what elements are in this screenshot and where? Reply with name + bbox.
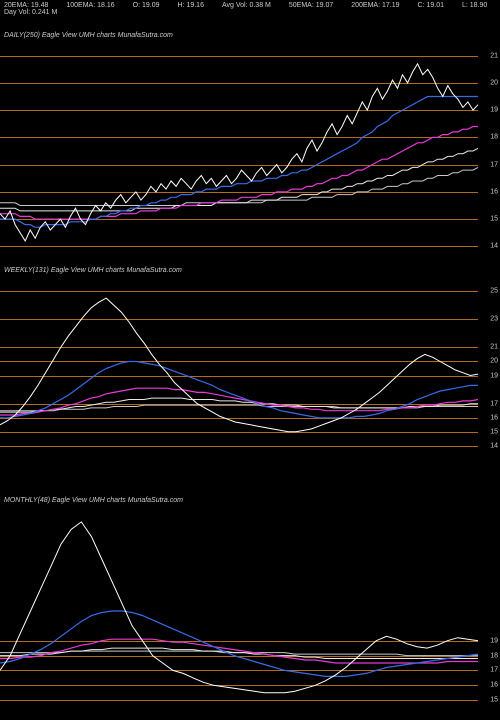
y-axis-label: 21 (490, 52, 498, 59)
series-ema200 (0, 167, 478, 205)
ema50-stat: 50EMA: 19.07 (289, 2, 333, 9)
series-ema200 (0, 651, 478, 656)
y-axis-label: 21 (490, 344, 498, 351)
stats-header: 20EMA: 19.48 100EMA: 18.16 O: 19.09 H: 1… (4, 2, 496, 16)
y-axis-label: 14 (490, 243, 498, 250)
series-price (0, 298, 478, 432)
y-axis-label: 15 (490, 216, 498, 223)
y-axis-label: 20 (490, 358, 498, 365)
panel-weekly: WEEKLY(131) Eagle View UMH charts Munafa… (0, 265, 500, 460)
y-axis-label: 25 (490, 288, 498, 295)
chart-area-monthly (0, 507, 478, 715)
y-axis-label: 19 (490, 372, 498, 379)
dayvol-stat: Day Vol: 0.241 M (4, 9, 57, 16)
series-ema100 (0, 148, 478, 211)
close-stat: C: 19.01 (418, 2, 444, 9)
series-svg-daily (0, 42, 478, 260)
y-axis-label: 14 (490, 442, 498, 449)
y-axis-label: 16 (490, 682, 498, 689)
y-axis-label: 23 (490, 316, 498, 323)
open-stat: O: 19.09 (133, 2, 160, 9)
ema20-stat: 20EMA: 19.48 (4, 2, 48, 9)
y-axis-label: 17 (490, 667, 498, 674)
y-axis-label: 16 (490, 414, 498, 421)
high-stat: H: 19.16 (178, 2, 204, 9)
y-axis-label: 17 (490, 400, 498, 407)
chart-area-daily (0, 42, 478, 260)
y-axis-label: 18 (490, 134, 498, 141)
panel-monthly: MONTHLY(48) Eagle View UMH charts Munafa… (0, 495, 500, 715)
y-axis-label: 20 (490, 79, 498, 86)
panel-title-weekly: WEEKLY(131) Eagle View UMH charts Munafa… (4, 267, 182, 274)
series-svg-monthly (0, 507, 478, 715)
y-axis-label: 19 (490, 107, 498, 114)
y-axis-label: 17 (490, 161, 498, 168)
ema100-stat: 100EMA: 18.16 (66, 2, 114, 9)
ema200-stat: 200EMA: 17.19 (351, 2, 399, 9)
y-axis-label: 15 (490, 428, 498, 435)
panel-title-monthly: MONTHLY(48) Eagle View UMH charts Munafa… (4, 497, 183, 504)
series-svg-weekly (0, 277, 478, 460)
low-stat: L: 18.90 (462, 2, 487, 9)
y-axis-label: 15 (490, 697, 498, 704)
avgvol-stat: Avg Vol: 0.38 M (222, 2, 271, 9)
y-axis-label: 18 (490, 652, 498, 659)
y-axis-label: 19 (490, 637, 498, 644)
panel-title-daily: DAILY(250) Eagle View UMH charts MunafaS… (4, 32, 173, 39)
panel-daily: DAILY(250) Eagle View UMH charts MunafaS… (0, 30, 500, 260)
series-ema20 (0, 97, 478, 228)
chart-area-weekly (0, 277, 478, 460)
y-axis-label: 16 (490, 188, 498, 195)
series-price (0, 522, 478, 693)
series-price (0, 64, 478, 241)
